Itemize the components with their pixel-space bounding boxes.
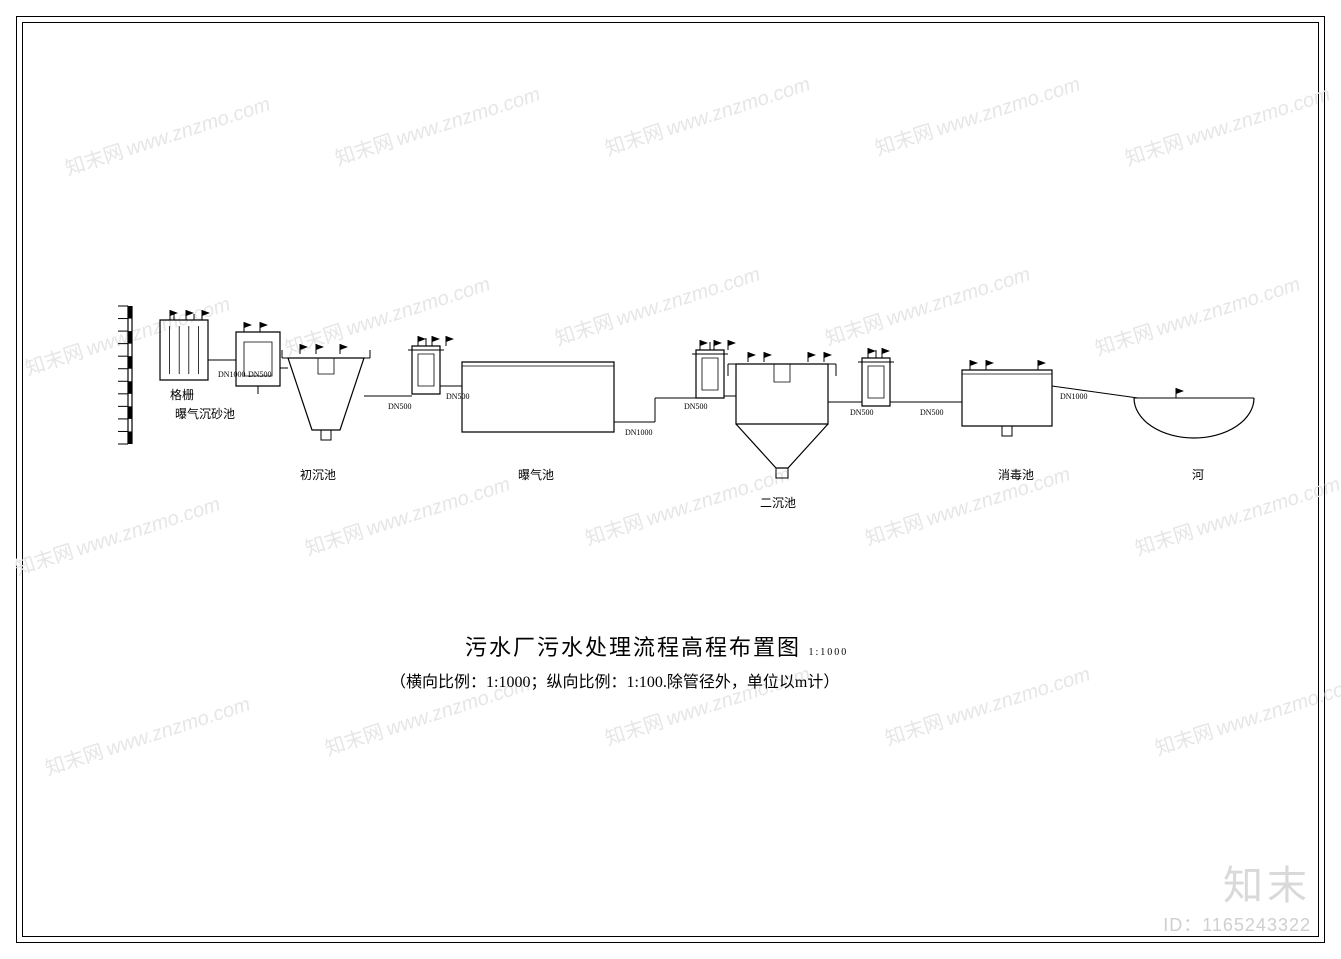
title-scale: 1:1000 <box>809 647 849 658</box>
process-drawing <box>0 0 1341 959</box>
drawing-subtitle: （横向比例：1:1000；纵向比例：1:100.除管径外，单位以m计） <box>390 668 839 692</box>
pipe-label-p8: DN500 <box>920 408 944 417</box>
pipe-label-p1: DN1000 <box>218 370 246 379</box>
pipe-label-p5: DN1000 <box>625 428 653 437</box>
pipe-label-p9: DN1000 <box>1060 392 1088 401</box>
stage-label-s1: 格栅 <box>170 386 194 403</box>
diagram-canvas: 知末网www.znzmo.com知末网www.znzmo.com知末网www.z… <box>0 0 1341 959</box>
pipe-label-p2: DN500 <box>248 370 272 379</box>
pipe-label-p3: DN500 <box>388 402 412 411</box>
stage-label-s6: 消毒池 <box>998 466 1034 483</box>
image-id-watermark: ID：1165243322 <box>1163 911 1311 937</box>
stage-label-s7: 河 <box>1192 466 1204 483</box>
stage-label-s4: 曝气池 <box>518 466 554 483</box>
stage-label-s2: 曝气沉砂池 <box>175 405 235 422</box>
pipe-label-p4: DN500 <box>446 392 470 401</box>
stage-label-s3: 初沉池 <box>300 466 336 483</box>
pipe-label-p6: DN500 <box>684 402 708 411</box>
brand-watermark: 知末 <box>1223 853 1311 911</box>
stage-label-s5: 二沉池 <box>760 494 796 511</box>
pipe-label-p7: DN500 <box>850 408 874 417</box>
drawing-title: 污水厂污水处理流程高程布置图 1:1000 <box>465 630 848 662</box>
title-text: 污水厂污水处理流程高程布置图 <box>465 635 801 660</box>
